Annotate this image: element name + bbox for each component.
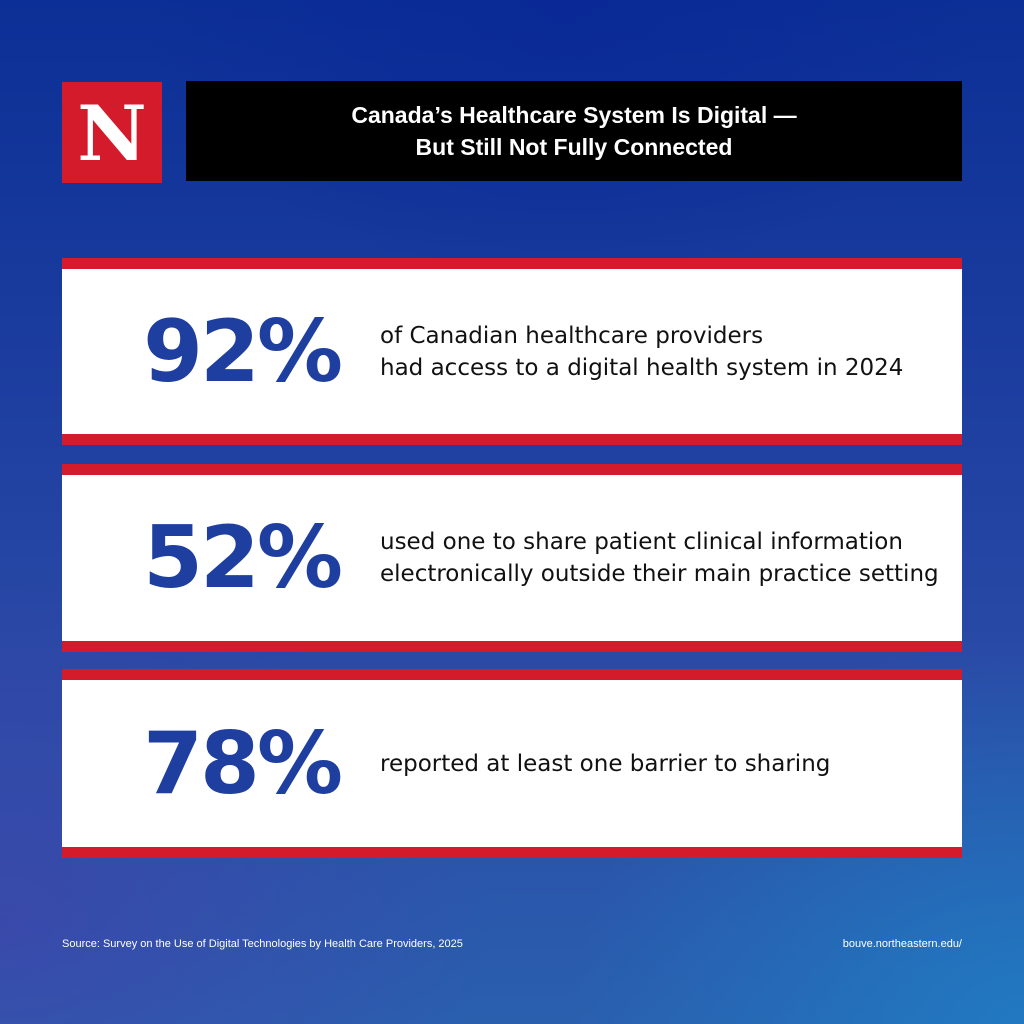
northeastern-logo: N: [62, 82, 162, 183]
header-title-box: Canada’s Healthcare System Is Digital — …: [186, 81, 962, 181]
stat-description-line: electronically outside their main practi…: [380, 561, 939, 587]
stat-value-barriers: 78%: [143, 713, 343, 814]
stat-value-access: 92%: [143, 301, 343, 402]
title-line-1: Canada’s Healthcare System Is Digital —: [351, 102, 797, 128]
stat-description-barriers: reported at least one barrier to sharing: [380, 748, 830, 780]
stat-description-sharing: used one to share patient clinical infor…: [380, 526, 939, 590]
stat-description-line: used one to share patient clinical infor…: [380, 529, 903, 555]
stat-card-barriers: 78% reported at least one barrier to sha…: [62, 669, 962, 858]
stat-description-line: reported at least one barrier to sharing: [380, 750, 831, 777]
stat-value-sharing: 52%: [143, 508, 343, 608]
stat-description-access: of Canadian healthcare providers had acc…: [380, 320, 903, 384]
source-citation: Source: Survey on the Use of Digital Tec…: [62, 938, 463, 950]
stat-description-line: of Canadian healthcare providers: [380, 322, 764, 349]
title-line-2: But Still Not Fully Connected: [415, 134, 733, 160]
stat-description-line: had access to a digital health system in…: [380, 354, 904, 381]
logo-letter: N: [77, 88, 147, 178]
website-link[interactable]: bouve.northeastern.edu/: [842, 938, 962, 950]
stat-card-access: 92% of Canadian healthcare providers had…: [62, 258, 962, 445]
stat-card-sharing: 52% used one to share patient clinical i…: [62, 464, 962, 652]
